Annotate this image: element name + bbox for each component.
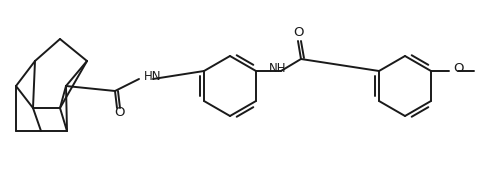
Text: O: O bbox=[453, 62, 464, 76]
Text: HN: HN bbox=[144, 70, 161, 83]
Text: O: O bbox=[114, 106, 124, 120]
Text: NH: NH bbox=[269, 61, 286, 74]
Text: O: O bbox=[294, 26, 304, 39]
